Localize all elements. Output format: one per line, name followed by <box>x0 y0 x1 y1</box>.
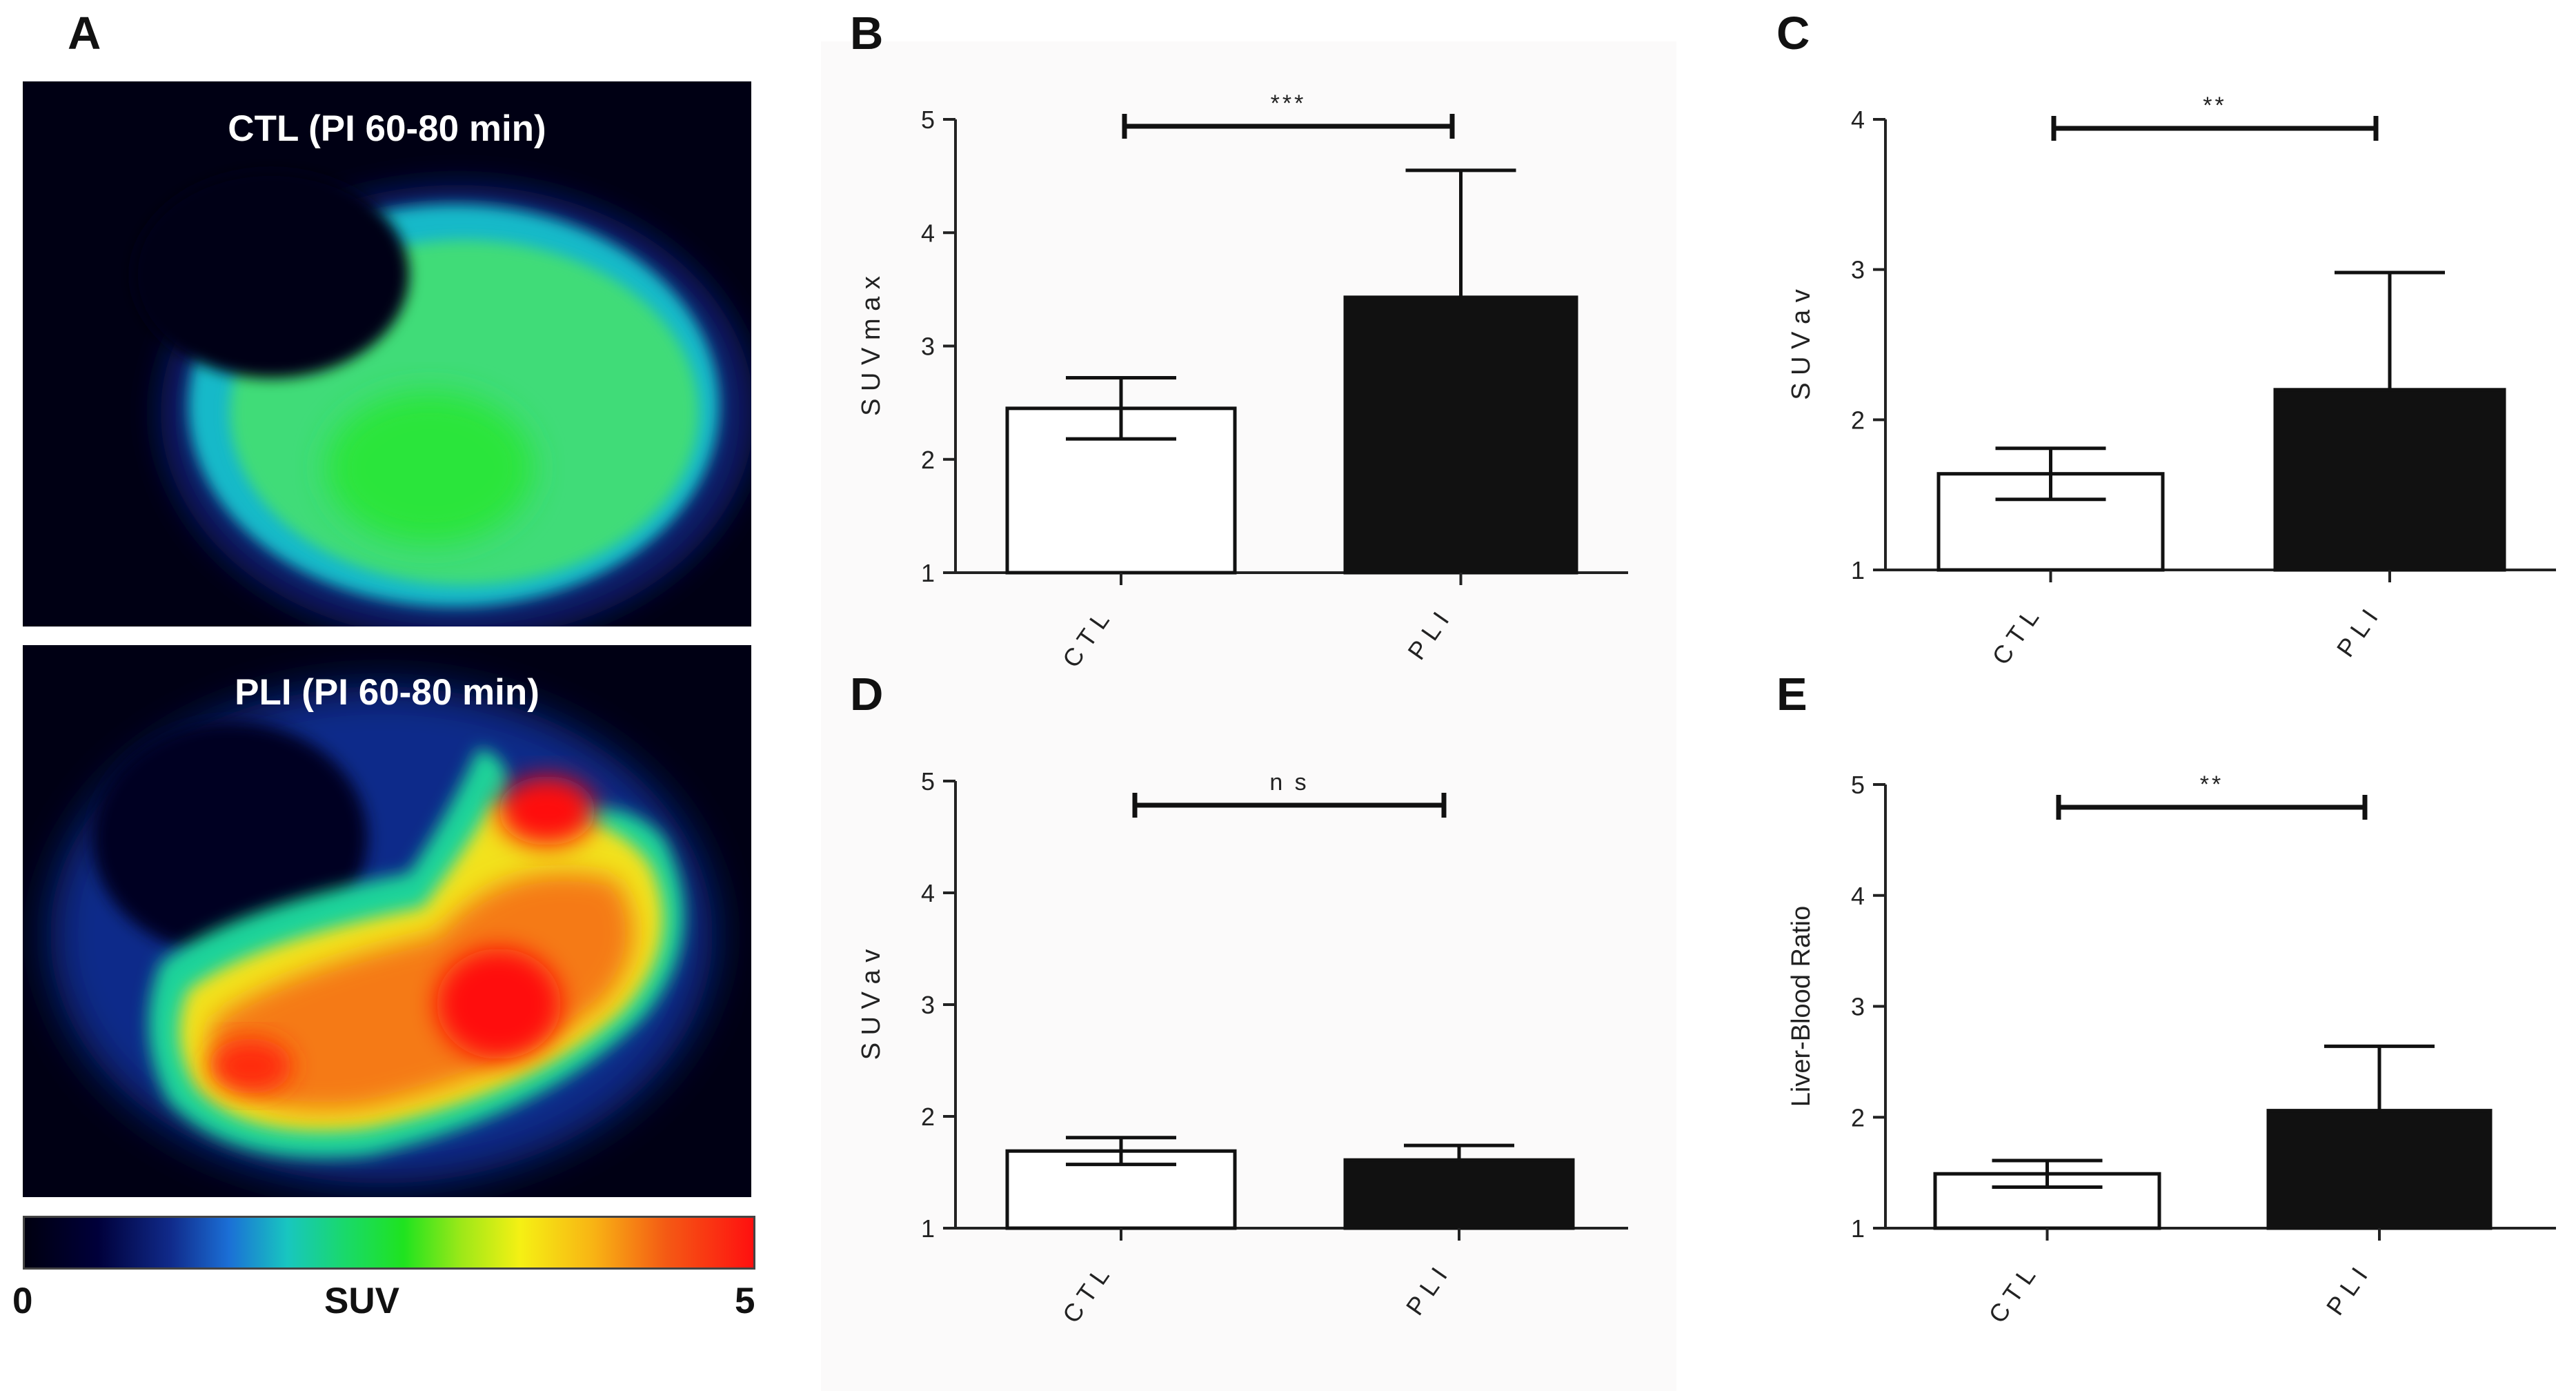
pet-image-ctl: CTL (PI 60-80 min) <box>23 81 751 627</box>
chart-d-background <box>821 704 1676 1391</box>
colorbar-title: SUV <box>324 1281 399 1321</box>
y-tick-label: 2 <box>1851 1103 1865 1132</box>
y-axis-label: S U V a v <box>1787 289 1816 400</box>
y-tick-label: 1 <box>1851 556 1865 584</box>
panel-letter-a: A <box>68 8 101 59</box>
bar-pli <box>1343 1158 1575 1230</box>
ctl-image-label: CTL (PI 60-80 min) <box>228 108 546 149</box>
panel-letter-d: D <box>850 669 884 720</box>
pet-image-pli: PLI (PI 60-80 min) <box>23 645 751 1197</box>
y-tick-label: 5 <box>921 106 935 134</box>
significance-label: *** <box>1271 90 1307 117</box>
y-axis-label: S U V a v <box>857 949 886 1060</box>
y-tick-label: 4 <box>1851 106 1865 134</box>
y-tick-label: 2 <box>921 446 935 474</box>
y-tick-label: 5 <box>1851 771 1865 799</box>
y-tick-label: 1 <box>921 1214 935 1243</box>
y-tick-label: 3 <box>921 333 935 361</box>
significance-label: n s <box>1269 769 1309 796</box>
y-tick-label: 4 <box>1851 882 1865 910</box>
x-tick-label: PLI <box>2321 1256 2377 1320</box>
y-tick-label: 3 <box>1851 993 1865 1021</box>
significance-label: ** <box>2203 92 2226 119</box>
y-tick-label: 1 <box>1851 1214 1865 1243</box>
y-tick-label: 4 <box>921 879 935 907</box>
y-tick-label: 1 <box>921 559 935 587</box>
colorbar-min-label: 0 <box>12 1281 33 1321</box>
y-axis-label: S U V m a x <box>857 276 886 416</box>
significance-label: ** <box>2200 771 2223 798</box>
ctl-liver-scan <box>133 171 751 627</box>
y-tick-label: 3 <box>921 991 935 1019</box>
pli-liver-scan <box>50 687 713 1183</box>
y-tick-label: 4 <box>921 219 935 247</box>
y-tick-label: 5 <box>921 767 935 796</box>
y-axis-label: Liver-Blood Ratio <box>1787 906 1816 1107</box>
panel-letter-c: C <box>1776 8 1810 59</box>
bar-pli <box>2266 1109 2493 1230</box>
x-tick-label: CTL <box>1983 1256 2045 1328</box>
y-tick-label: 2 <box>921 1103 935 1131</box>
suv-colorbar <box>23 1216 755 1270</box>
y-tick-label: 2 <box>1851 406 1865 434</box>
pli-image-label: PLI (PI 60-80 min) <box>235 672 539 713</box>
colorbar-max-label: 5 <box>735 1281 755 1321</box>
panel-letter-e: E <box>1776 669 1807 720</box>
panel-letter-b: B <box>850 8 884 59</box>
y-tick-label: 3 <box>1851 256 1865 284</box>
